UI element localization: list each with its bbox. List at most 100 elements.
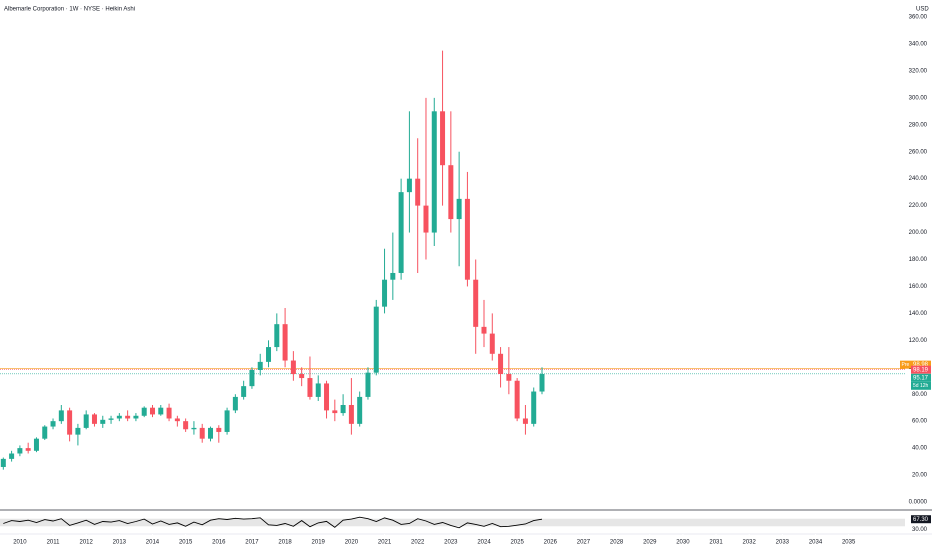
tag-box [911, 381, 931, 390]
y-tick-label: 60.00 [912, 419, 928, 425]
candle-body [522, 418, 528, 424]
candle-body [357, 396, 363, 424]
candle-body [448, 165, 454, 220]
candle-body [257, 361, 263, 370]
candle-body [224, 410, 230, 432]
y-tick-label: 320.00 [909, 68, 928, 74]
y-tick-label: 260.00 [909, 149, 928, 155]
candle-body [531, 391, 537, 424]
price-tag: Pre [902, 362, 910, 368]
x-tick-label: 2031 [709, 540, 723, 546]
price-label: 95.17 [913, 375, 929, 381]
candle-body [141, 407, 147, 416]
candle-body [33, 438, 39, 451]
x-tick-label: 2017 [245, 540, 259, 546]
osc-last-label: 67.30 [913, 517, 929, 523]
x-tick-label: 2019 [312, 540, 326, 546]
x-tick-label: 2011 [47, 540, 61, 546]
candle-body [91, 414, 97, 424]
candle-body [315, 383, 321, 397]
tag-box [900, 360, 911, 369]
candle-body [199, 427, 205, 439]
candle-body [158, 407, 164, 415]
candle-body [266, 347, 272, 362]
y-tick-label: 220.00 [909, 203, 928, 209]
candle-body [299, 374, 305, 379]
chart-title: Albemarle Corporation · 1W · NYSE · Heik… [4, 7, 135, 13]
candle-body [133, 415, 139, 419]
y-tick-label: 20.00 [912, 473, 928, 479]
x-tick-label: 2013 [113, 540, 127, 546]
x-tick-label: 2023 [444, 540, 458, 546]
oscillator-line [3, 516, 543, 529]
candle-body [9, 453, 15, 459]
candle-body [241, 386, 247, 397]
candle-body [42, 426, 48, 439]
candle-body [149, 407, 155, 415]
x-tick-label: 2020 [345, 540, 359, 546]
candle-body [423, 205, 429, 233]
candle-body [348, 405, 354, 424]
x-tick-label: 2025 [510, 540, 524, 546]
y-tick-label: 240.00 [909, 176, 928, 182]
candle-body [17, 448, 23, 454]
price-label: 98.19 [913, 367, 929, 373]
candle-body [332, 410, 338, 414]
candle-body [50, 421, 56, 427]
candle-body [481, 326, 487, 334]
x-tick-label: 2010 [13, 540, 27, 546]
candle-body [249, 369, 255, 387]
candle-body [274, 324, 280, 348]
price-tag: 5d 12h [913, 383, 929, 389]
candle-body [166, 407, 172, 419]
candle-body [183, 421, 189, 430]
candle-body [125, 415, 131, 419]
x-tick-label: 2021 [378, 540, 392, 546]
y-tick-label: 80.00 [912, 392, 928, 398]
x-tick-label: 2022 [411, 540, 425, 546]
candle-body [390, 272, 396, 280]
candle-body [382, 279, 388, 307]
candle-body [398, 192, 404, 273]
y-tick-label: 200.00 [909, 230, 928, 236]
candle-body [456, 198, 462, 220]
x-tick-label: 2033 [776, 540, 790, 546]
price-label-box [911, 365, 931, 374]
candle-body [208, 427, 214, 439]
candle-body [174, 418, 180, 422]
candle-body [514, 380, 520, 419]
osc-tick-label: 30.00 [912, 527, 928, 533]
y-tick-label: 360.00 [909, 15, 928, 21]
y-tick-label: 0.0000 [909, 500, 928, 506]
price-label: 98.98 [913, 362, 929, 368]
candle-body [373, 306, 379, 373]
candle-body [406, 178, 412, 193]
candle-body [464, 198, 470, 280]
y-tick-label: 140.00 [909, 311, 928, 317]
candle-body [25, 448, 31, 451]
y-tick-label: 120.00 [909, 338, 928, 344]
candle-body [489, 333, 495, 354]
candle-body [67, 410, 73, 435]
x-tick-label: 2034 [809, 540, 823, 546]
x-tick-label: 2028 [610, 540, 624, 546]
y-tick-label: 340.00 [909, 42, 928, 48]
osc-label-box [911, 515, 931, 524]
candle-body [324, 383, 330, 411]
x-tick-label: 2016 [212, 540, 226, 546]
x-tick-label: 2015 [179, 540, 193, 546]
x-tick-label: 2029 [643, 540, 657, 546]
candle-body [216, 427, 222, 432]
candle-body [473, 279, 479, 327]
candle-body [0, 458, 6, 467]
candle-body [100, 419, 106, 424]
candle-body [415, 178, 421, 206]
candle-body [340, 405, 346, 414]
x-tick-label: 2012 [80, 540, 94, 546]
candle-body [365, 372, 371, 397]
x-tick-label: 2014 [146, 540, 160, 546]
candle-body [108, 418, 114, 420]
candle-body [440, 111, 446, 166]
oscillator-band [0, 518, 905, 527]
